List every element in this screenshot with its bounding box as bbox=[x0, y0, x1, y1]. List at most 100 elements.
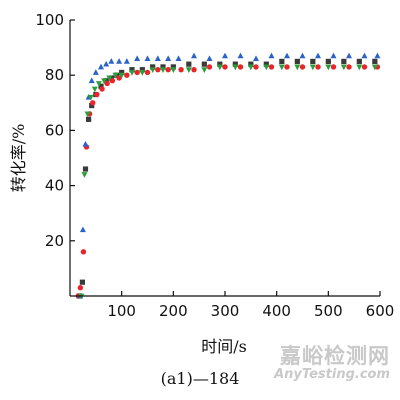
data-point bbox=[116, 58, 123, 64]
data-point bbox=[247, 64, 254, 71]
data-point bbox=[356, 58, 362, 64]
y-axis-title: 转化率/% bbox=[9, 124, 28, 193]
data-point bbox=[284, 64, 290, 70]
y-tick-label: 60 bbox=[45, 121, 64, 139]
data-point bbox=[103, 78, 109, 84]
data-point bbox=[134, 69, 140, 76]
data-point bbox=[361, 52, 368, 59]
data-point bbox=[104, 80, 110, 87]
data-point bbox=[144, 69, 151, 76]
data-point bbox=[98, 63, 104, 70]
data-point bbox=[165, 66, 171, 73]
data-point bbox=[299, 52, 306, 59]
data-point bbox=[175, 55, 182, 62]
data-point bbox=[109, 78, 116, 84]
data-point bbox=[139, 70, 146, 76]
data-point bbox=[361, 64, 368, 70]
data-point bbox=[103, 60, 110, 67]
data-point bbox=[119, 69, 125, 76]
data-point bbox=[82, 140, 89, 147]
data-point bbox=[232, 61, 238, 67]
data-point bbox=[134, 55, 141, 62]
data-point bbox=[90, 100, 96, 106]
data-point bbox=[129, 70, 135, 76]
data-point bbox=[248, 61, 254, 67]
data-point bbox=[278, 64, 285, 71]
data-point bbox=[346, 64, 352, 70]
data-point bbox=[340, 64, 347, 71]
data-point bbox=[186, 61, 192, 67]
data-point bbox=[86, 116, 92, 122]
data-point bbox=[372, 58, 378, 64]
data-point bbox=[123, 58, 130, 64]
data-point bbox=[201, 67, 208, 73]
data-point bbox=[330, 64, 337, 70]
series-circle bbox=[75, 64, 381, 299]
data-point bbox=[89, 102, 95, 109]
data-point bbox=[144, 55, 151, 62]
data-point bbox=[154, 55, 161, 62]
x-tick-label: 600 bbox=[366, 302, 395, 320]
data-point bbox=[268, 64, 275, 70]
data-point bbox=[178, 66, 184, 73]
data-point bbox=[268, 52, 275, 59]
data-point bbox=[112, 72, 119, 79]
watermark: 嘉峪检测网 AnyTesting.com bbox=[274, 340, 390, 382]
data-point bbox=[279, 58, 285, 64]
data-point bbox=[237, 52, 244, 59]
data-point bbox=[149, 67, 156, 73]
data-point bbox=[124, 72, 130, 78]
data-point bbox=[284, 52, 290, 59]
axes bbox=[69, 20, 380, 297]
data-point bbox=[94, 91, 100, 98]
data-point bbox=[263, 64, 270, 71]
data-point bbox=[325, 58, 331, 64]
x-axis-title: 时间/s bbox=[201, 337, 247, 356]
data-point bbox=[216, 64, 223, 71]
y-tick-label: 20 bbox=[45, 232, 64, 250]
x-tick-label: 500 bbox=[314, 302, 343, 320]
data-point bbox=[222, 64, 228, 70]
data-point bbox=[253, 64, 259, 70]
data-point bbox=[294, 64, 301, 71]
data-point bbox=[232, 64, 239, 71]
figure-caption: (a1)—184 bbox=[160, 369, 240, 388]
data-point bbox=[160, 64, 166, 70]
data-point bbox=[108, 75, 114, 81]
data-point bbox=[330, 52, 337, 59]
x-tick-label: 200 bbox=[159, 302, 188, 320]
data-point bbox=[309, 64, 316, 71]
data-point bbox=[99, 86, 105, 92]
data-point bbox=[82, 166, 89, 172]
data-point bbox=[191, 66, 197, 73]
data-point bbox=[341, 58, 347, 64]
data-point bbox=[201, 61, 207, 67]
data-point bbox=[79, 226, 86, 233]
data-point bbox=[170, 64, 176, 70]
watermark-english-text: AnyTesting.com bbox=[274, 367, 390, 382]
data-point bbox=[315, 52, 321, 59]
data-point bbox=[294, 58, 300, 64]
y-tick-label: 80 bbox=[45, 66, 64, 84]
x-tick-label: 300 bbox=[211, 302, 240, 320]
data-point bbox=[206, 55, 213, 62]
data-point bbox=[139, 67, 145, 73]
data-point bbox=[98, 83, 104, 89]
x-tick-label: 400 bbox=[262, 302, 291, 320]
data-point bbox=[108, 58, 115, 64]
watermark-chinese-text: 嘉峪检测网 bbox=[280, 344, 390, 368]
data-point bbox=[325, 64, 332, 71]
data-point bbox=[263, 61, 269, 67]
data-point bbox=[310, 58, 316, 64]
data-point bbox=[84, 111, 91, 118]
data-point bbox=[101, 78, 108, 85]
plot-area bbox=[75, 52, 381, 300]
data-point bbox=[299, 64, 306, 70]
data-point bbox=[170, 67, 177, 73]
y-tick-label: 100 bbox=[35, 11, 64, 29]
series-triangle-down bbox=[78, 64, 378, 300]
data-point bbox=[217, 61, 223, 67]
x-tick-label: 100 bbox=[107, 302, 136, 320]
data-point bbox=[77, 285, 84, 291]
